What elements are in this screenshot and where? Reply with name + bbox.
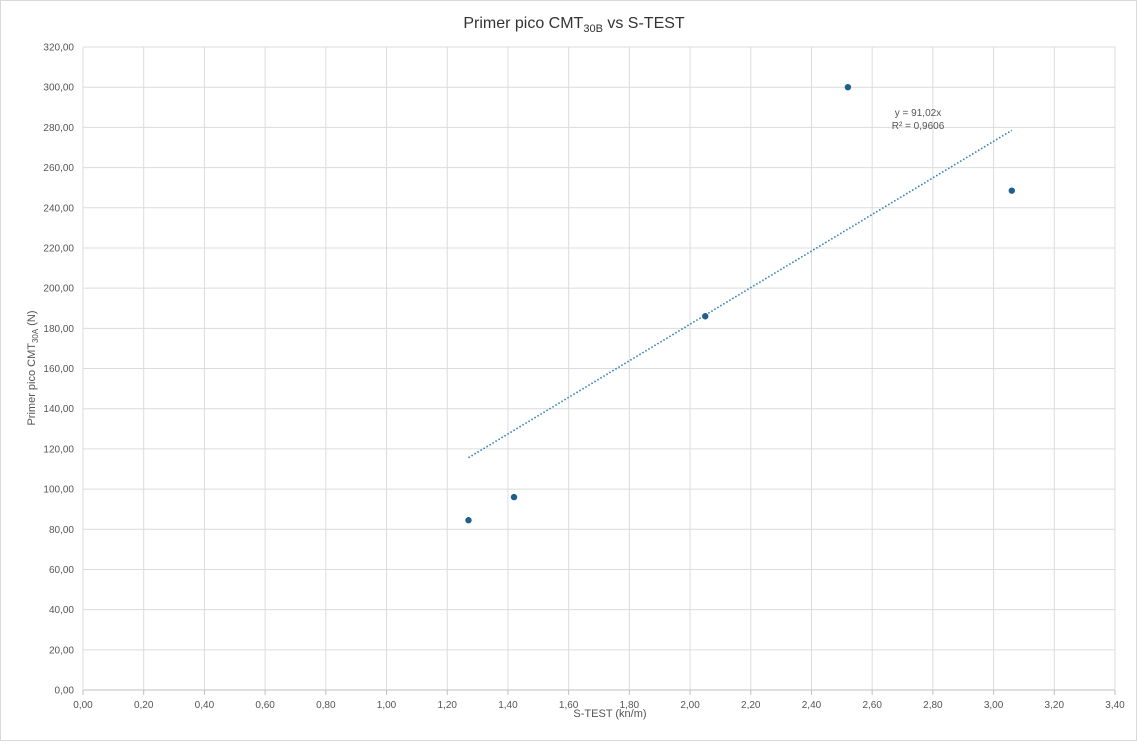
y-tick-label: 160,00 — [43, 364, 74, 375]
x-tick-label: 2,20 — [741, 700, 761, 711]
y-tick-label: 20,00 — [49, 645, 74, 656]
x-tick-label: 0,20 — [134, 700, 154, 711]
y-axis-title: Primer pico CMT30A (N) — [26, 310, 40, 425]
y-tick-label: 320,00 — [43, 43, 74, 54]
trendline-r-squared: R² = 0,9606 — [892, 121, 945, 132]
x-tick-label: 1,40 — [498, 700, 518, 711]
x-tick-label: 2,80 — [923, 700, 943, 711]
x-tick-label: 2,40 — [802, 700, 822, 711]
y-tick-label: 300,00 — [43, 83, 74, 94]
y-tick-label: 140,00 — [43, 404, 74, 415]
y-tick-label: 280,00 — [43, 123, 74, 134]
x-tick-label: 0,40 — [195, 700, 215, 711]
x-tick-label: 1,80 — [620, 700, 640, 711]
y-tick-label: 120,00 — [43, 444, 74, 455]
y-tick-label: 60,00 — [49, 565, 74, 576]
x-tick-label: 0,00 — [73, 700, 93, 711]
x-tick-label: 3,40 — [1105, 700, 1125, 711]
x-tick-label: 0,60 — [255, 700, 275, 711]
y-tick-label: 180,00 — [43, 324, 74, 335]
x-tick-label: 1,60 — [559, 700, 579, 711]
x-tick-label: 0,80 — [316, 700, 336, 711]
x-tick-label: 1,20 — [438, 700, 458, 711]
y-tick-label: 40,00 — [49, 605, 74, 616]
data-point — [465, 517, 472, 524]
y-tick-label: 220,00 — [43, 243, 74, 254]
data-point — [702, 313, 709, 320]
y-tick-label: 0,00 — [55, 686, 75, 697]
x-tick-label: 2,60 — [862, 700, 882, 711]
data-point — [844, 83, 852, 91]
data-point — [510, 493, 518, 501]
x-tick-label: 3,20 — [1045, 700, 1065, 711]
x-tick-label: 3,00 — [984, 700, 1004, 711]
x-tick-label: 2,00 — [680, 700, 700, 711]
trendline-equation: y = 91,02x — [895, 108, 941, 119]
y-tick-label: 100,00 — [43, 485, 74, 496]
y-tick-label: 200,00 — [43, 284, 74, 295]
x-axis-title: S-TEST (kn/m) — [573, 708, 646, 720]
y-tick-label: 260,00 — [43, 163, 74, 174]
x-tick-label: 1,00 — [377, 700, 397, 711]
y-tick-label: 240,00 — [43, 203, 74, 214]
data-point — [1008, 187, 1015, 194]
y-tick-label: 80,00 — [49, 525, 74, 536]
chart-title: Primer pico CMT30B vs S-TEST — [463, 15, 685, 35]
trendline — [468, 129, 1013, 459]
